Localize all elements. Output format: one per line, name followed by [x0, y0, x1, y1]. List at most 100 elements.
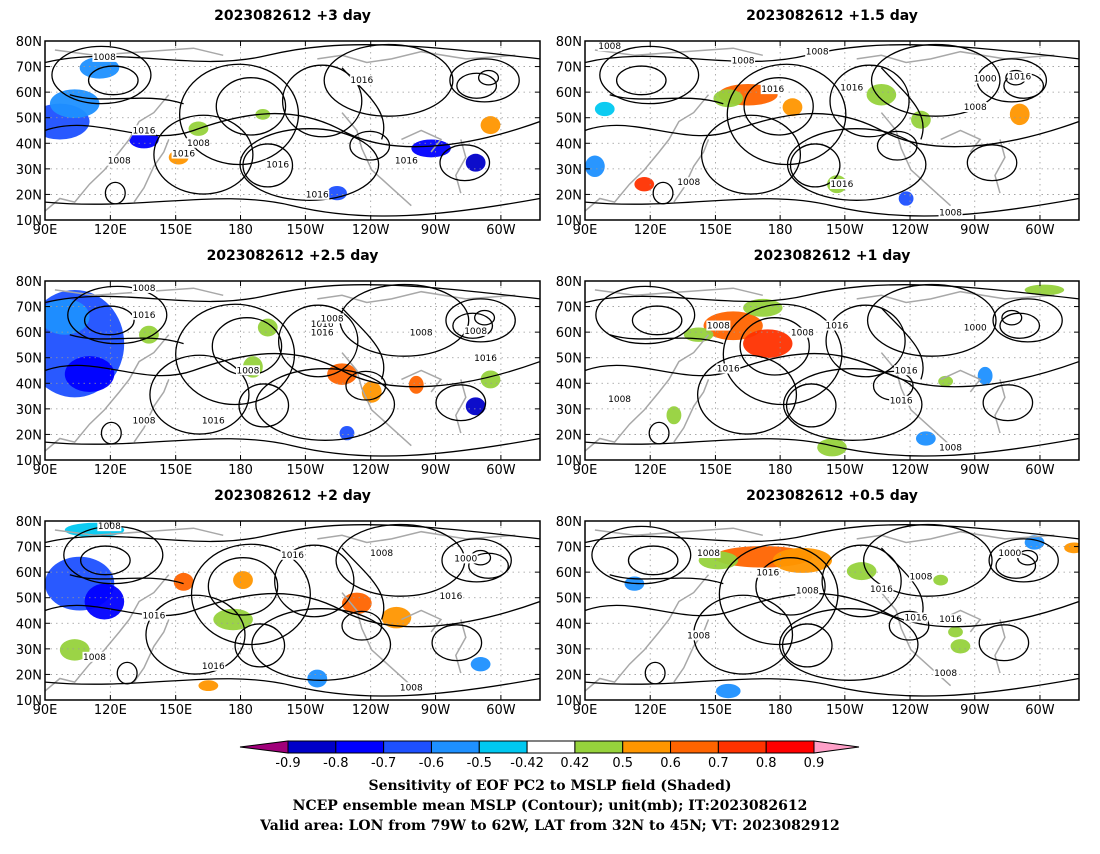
shaded-region [666, 406, 682, 425]
contour-label: 1016 [717, 365, 740, 375]
shaded-region [948, 626, 963, 638]
lat-tick-label: 50N [16, 352, 42, 367]
lat-tick-label: 20N [16, 188, 42, 203]
lat-tick-label: 50N [556, 592, 582, 607]
mslp-contour [1001, 309, 1023, 326]
panel-title: 2023082612 +1.5 day [746, 8, 918, 24]
colorbar-tick-label: -0.8 [323, 756, 348, 771]
lat-tick-label: 30N [556, 163, 582, 178]
mslp-contour [341, 67, 385, 140]
mslp-contour [67, 285, 168, 345]
contour-label: 1000 [998, 549, 1021, 559]
mslp-contour [341, 610, 383, 641]
mslp-contour [45, 437, 540, 457]
mslp-contour [782, 368, 923, 441]
mslp-contour [609, 94, 724, 105]
mslp-contour [785, 383, 837, 428]
map-field: 1008 1016 1008 1016 1000 1008 1016 1008 1016 1008 [585, 521, 1079, 700]
shaded-region [465, 153, 486, 172]
lon-tick-label: 60W [1025, 703, 1055, 718]
panel-frame [44, 520, 541, 701]
contour-label: 1000 [454, 554, 477, 564]
shaded-region [782, 98, 803, 117]
shaded-region [911, 110, 931, 129]
mslp-contour [595, 285, 696, 345]
coastline [994, 379, 1006, 434]
contour-label: 1016 [281, 551, 304, 561]
colorbar-swatch [478, 740, 528, 754]
lon-tick-label: 120E [634, 223, 667, 238]
mslp-contour [585, 524, 1079, 544]
lat-tick-label: 70N [556, 61, 582, 76]
lon-tick-label: 150E [159, 703, 192, 718]
lon-tick-label: 150W [287, 463, 325, 478]
colorbar-tick-label: 0.5 [612, 756, 633, 771]
mslp-contour [45, 592, 540, 628]
coastline [317, 290, 516, 304]
lat-tick-label: 80N [556, 35, 582, 50]
panel-title: 2023082612 +2.5 day [207, 248, 379, 264]
mslp-contour [435, 384, 487, 422]
colorbar-tick-label: 0.8 [756, 756, 777, 771]
colorbar-tick-label: -0.42 [510, 756, 544, 771]
lon-tick-label: 150W [287, 703, 325, 718]
lat-tick-label: 70N [16, 541, 42, 556]
lon-tick-label: 90E [573, 463, 598, 478]
shaded-region [898, 191, 914, 206]
panel-frame [584, 520, 1080, 701]
lat-tick-label: 60N [556, 326, 582, 341]
mslp-contour [242, 143, 294, 188]
coastline [317, 530, 516, 544]
mslp-contour [718, 543, 839, 646]
contour-label: 1016 [202, 662, 225, 672]
shaded-region [49, 89, 100, 118]
contour-label: 1008 [370, 549, 393, 559]
lat-tick-label: 30N [556, 643, 582, 658]
mslp-contour [609, 334, 724, 345]
contour-label: 1008 [796, 587, 819, 597]
contour-label: 1016 [311, 329, 334, 339]
mslp-contour [431, 624, 483, 662]
coastline [856, 290, 1055, 304]
coastline [673, 139, 710, 203]
mslp-contour [585, 112, 1079, 148]
shaded-region [470, 657, 491, 672]
shaded-region [465, 397, 486, 416]
panel-frame [584, 40, 1080, 221]
contour-label: 1008 [598, 42, 621, 52]
coastline [594, 47, 763, 57]
colorbar-swatch [430, 740, 480, 754]
lat-tick-label: 70N [16, 61, 42, 76]
mslp-contour [234, 623, 286, 668]
lon-tick-label: 90W [421, 463, 451, 478]
contour-label: 1008 [321, 314, 344, 324]
mslp-contour [69, 94, 184, 105]
lat-tick-label: 10N [556, 694, 582, 709]
mslp-contour [149, 354, 250, 435]
shaded-region [480, 370, 501, 389]
lat-tick-label: 80N [16, 35, 42, 50]
contour-label: 1016 [474, 354, 497, 364]
contour-label: 1016 [830, 180, 853, 190]
lat-tick-label: 30N [556, 403, 582, 418]
panel-frame [584, 280, 1080, 461]
contour-label: 1016 [905, 613, 928, 623]
lat-tick-label: 70N [556, 301, 582, 316]
map-field: 1008 1008 1008 1016 1016 1000 1016 1008 1008 1016… [585, 41, 1079, 220]
coastline [454, 139, 467, 194]
lon-tick-label: 90E [573, 703, 598, 718]
contour-label: 1000 [964, 323, 987, 333]
shaded-region [233, 571, 253, 590]
mslp-contour [45, 677, 540, 697]
mslp-contour [69, 574, 184, 585]
contour-label: 1016 [202, 416, 225, 426]
lon-tick-label: 90W [421, 223, 451, 238]
lat-tick-label: 20N [556, 668, 582, 683]
mslp-contour [591, 525, 692, 585]
lon-tick-label: 120E [634, 463, 667, 478]
contour-label: 1016 [350, 76, 373, 86]
map-field: 1008 1008 1016 1016 1000 1016 1008 1016 1008 [585, 281, 1079, 460]
lon-tick-label: 150E [699, 703, 732, 718]
lon-tick-label: 150E [699, 223, 732, 238]
lon-tick-label: 150W [826, 463, 864, 478]
